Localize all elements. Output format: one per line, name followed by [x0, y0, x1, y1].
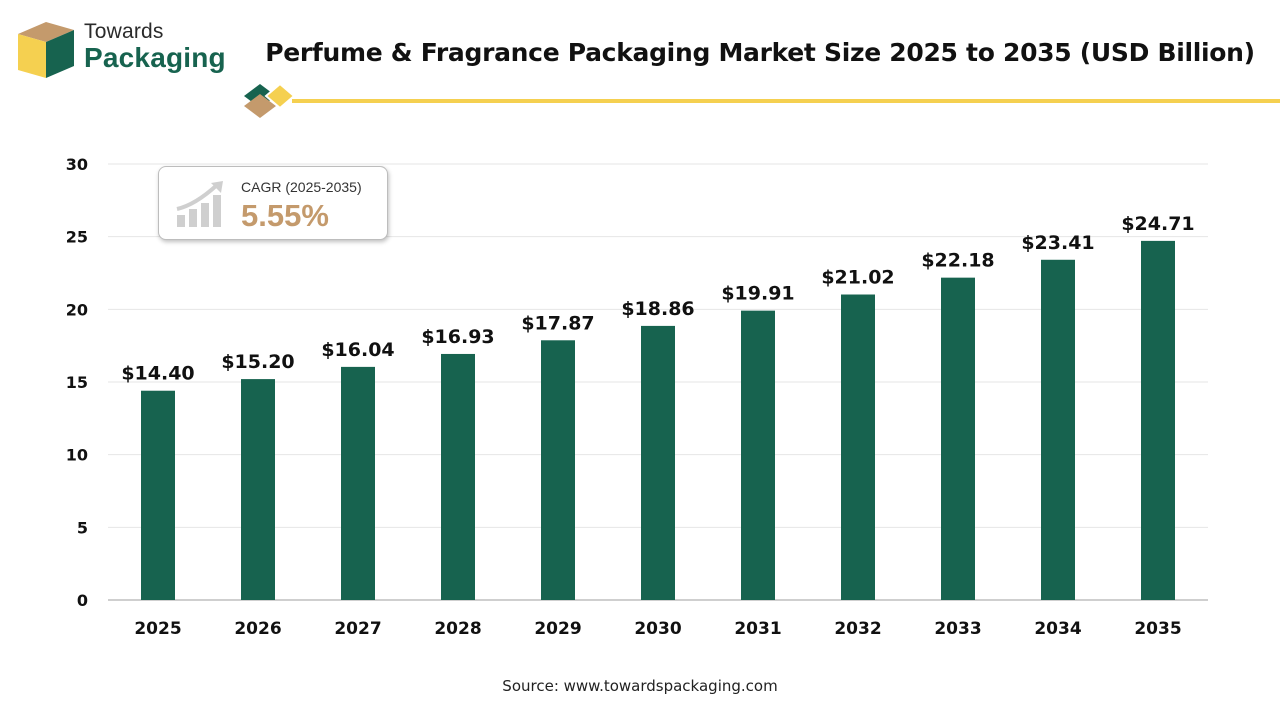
box-logo-icon [18, 22, 74, 78]
y-tick-label: 25 [66, 228, 88, 247]
bar-2028 [441, 353, 475, 600]
divider-line [292, 99, 1280, 103]
value-label-2026: $15.20 [221, 351, 294, 373]
x-tick-label-2034: 2034 [1034, 619, 1081, 639]
bar-2034 [1041, 259, 1075, 600]
y-tick-label: 5 [77, 518, 88, 537]
y-tick-label: 0 [77, 591, 88, 610]
bar-2025 [141, 390, 175, 600]
y-tick-label: 30 [66, 155, 88, 174]
divider-diamond-yellow [264, 82, 296, 110]
value-label-2027: $16.04 [321, 339, 394, 361]
y-tick-label: 20 [66, 300, 88, 319]
x-tick-label-2032: 2032 [834, 619, 881, 639]
bar-2035 [1141, 240, 1175, 600]
logo-text-towards: Towards [84, 20, 164, 43]
cagr-callout: CAGR (2025-2035) 5.55% [158, 166, 388, 240]
y-tick-label: 15 [66, 373, 88, 392]
x-tick-label-2035: 2035 [1134, 619, 1181, 639]
value-label-2035: $24.71 [1121, 213, 1194, 235]
bar-2033 [941, 277, 975, 600]
bar-2032 [841, 294, 875, 600]
x-tick-label-2030: 2030 [634, 619, 681, 639]
bar-2029 [541, 340, 575, 600]
value-label-2029: $17.87 [521, 312, 594, 334]
y-tick-label: 10 [66, 446, 88, 465]
chart-title: Perfume & Fragrance Packaging Market Siz… [265, 38, 1255, 67]
value-label-2030: $18.86 [621, 298, 694, 320]
divider-diamond-tan [244, 94, 276, 118]
value-label-2032: $21.02 [821, 267, 894, 289]
x-tick-label-2028: 2028 [434, 619, 481, 639]
x-tick-label-2026: 2026 [234, 619, 281, 639]
logo-text-packaging: Packaging [84, 42, 226, 73]
value-label-2033: $22.18 [921, 250, 994, 272]
cagr-label: CAGR (2025-2035) [241, 179, 362, 195]
value-label-2025: $14.40 [121, 363, 194, 385]
bar-2026 [241, 379, 275, 600]
cagr-value: 5.55% [241, 198, 329, 233]
x-tick-label-2027: 2027 [334, 619, 381, 639]
bar-2027 [341, 366, 375, 600]
bar-2031 [741, 310, 775, 600]
x-tick-label-2029: 2029 [534, 619, 581, 639]
growth-chart-icon [176, 181, 223, 227]
value-label-2028: $16.93 [421, 326, 494, 348]
source-note: Source: www.towardspackaging.com [502, 677, 778, 695]
bar-2030 [641, 325, 675, 600]
title-divider [244, 82, 1280, 118]
brand-logo: Towards Packaging [16, 20, 246, 84]
x-tick-label-2025: 2025 [134, 619, 181, 639]
value-label-2031: $19.91 [721, 283, 794, 305]
x-tick-label-2031: 2031 [734, 619, 781, 639]
value-label-2034: $23.41 [1021, 232, 1094, 254]
x-tick-label-2033: 2033 [934, 619, 981, 639]
